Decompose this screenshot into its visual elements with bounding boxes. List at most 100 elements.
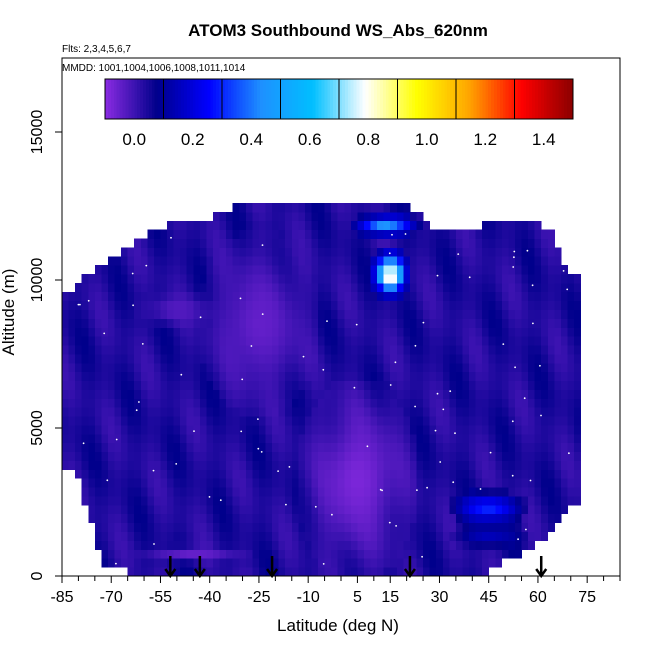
heatmap-cell [442, 549, 450, 559]
heatmap-cell [482, 513, 490, 524]
heatmap-cell [239, 282, 247, 293]
heatmap-cell [363, 531, 371, 541]
heatmap-cell [475, 416, 483, 426]
heatmap-cell [318, 504, 325, 515]
heatmap-cell [94, 389, 102, 399]
heatmap-cell [252, 247, 260, 257]
heatmap-cell [423, 371, 431, 382]
heatmap-cell [344, 487, 352, 497]
heatmap-cell [482, 478, 490, 488]
heatmap-cell [554, 291, 562, 302]
heatmap-cell [88, 318, 96, 328]
heatmap-cell [134, 265, 142, 275]
heatmap-cell [416, 345, 424, 355]
heatmap-cell [186, 247, 194, 257]
heatmap-cell [180, 282, 188, 293]
heatmap-cell [541, 291, 549, 302]
heatmap-cell [324, 425, 332, 435]
heatmap-cell [226, 478, 234, 488]
heatmap-cell [311, 389, 319, 399]
heatmap-cell [285, 238, 293, 248]
sample-dot [468, 276, 471, 279]
heatmap-cell [541, 504, 549, 515]
heatmap-cell [186, 531, 194, 541]
heatmap-cell [337, 318, 345, 328]
heatmap-cell [363, 229, 371, 239]
heatmap-cell [186, 362, 194, 373]
heatmap-cell [455, 256, 463, 266]
heatmap-cell [377, 274, 385, 284]
heatmap-cell [114, 327, 122, 337]
heatmap-cell [265, 469, 273, 479]
heatmap-cell [219, 371, 227, 382]
heatmap-cell [127, 380, 135, 390]
heatmap-cell [252, 345, 260, 355]
heatmap-cell [560, 442, 568, 453]
heatmap-cell [429, 336, 437, 346]
heatmap-cell [186, 407, 194, 417]
heatmap-cell [318, 469, 325, 479]
heatmap-cell [311, 451, 319, 461]
heatmap-cell [396, 504, 404, 515]
heatmap-cell [180, 425, 188, 435]
heatmap-cell [370, 291, 378, 302]
sample-dot [517, 538, 519, 541]
heatmap-cell [547, 522, 555, 532]
heatmap-cell [482, 362, 490, 373]
heatmap-cell [541, 531, 549, 541]
heatmap-cell [285, 371, 293, 382]
heatmap-cell [331, 371, 339, 382]
heatmap-cell [567, 354, 575, 364]
heatmap-cell [455, 460, 463, 470]
heatmap-cell [455, 513, 463, 524]
x-tick-label: 60 [529, 589, 547, 606]
heatmap-cell [265, 274, 273, 284]
heatmap-cell [298, 478, 306, 488]
heatmap-cell [160, 318, 168, 328]
heatmap-cell [226, 407, 234, 417]
heatmap-cell [495, 496, 503, 506]
heatmap-cell [488, 345, 496, 355]
heatmap-cell [534, 513, 542, 524]
heatmap-cell [272, 451, 280, 461]
colorbar-band [207, 79, 211, 119]
heatmap-cell [475, 549, 483, 559]
heatmap-cell [442, 282, 450, 293]
heatmap-cell [416, 291, 424, 302]
heatmap-cell [167, 300, 174, 310]
heatmap-cell [258, 433, 266, 444]
heatmap-cell [199, 229, 207, 239]
heatmap-cell [272, 433, 280, 444]
colorbar-band [432, 79, 436, 119]
heatmap-cell [534, 460, 542, 470]
heatmap-cell [403, 451, 411, 461]
heatmap-cell [409, 354, 417, 364]
heatmap-cell [403, 203, 411, 213]
y-tick-label: 5000 [29, 410, 46, 446]
heatmap-cell [212, 531, 220, 541]
heatmap-cell [147, 416, 155, 426]
heatmap-cell [574, 478, 582, 488]
heatmap-cell [265, 247, 273, 257]
heatmap-cell [258, 496, 266, 506]
heatmap-cell [212, 220, 220, 231]
heatmap-cell [258, 389, 266, 399]
heatmap-cell [62, 327, 69, 337]
heatmap-cell [81, 282, 89, 293]
heatmap-cell [469, 336, 476, 346]
x-tick-label: 75 [578, 589, 596, 606]
heatmap-cell [88, 433, 96, 444]
heatmap-cell [94, 531, 102, 541]
heatmap-cell [81, 478, 89, 488]
heatmap-cell [429, 558, 437, 568]
heatmap-cell [298, 327, 306, 337]
heatmap-cell [140, 291, 148, 302]
heatmap-cell [514, 549, 522, 559]
heatmap-cell [534, 291, 542, 302]
heatmap-cell [107, 300, 115, 310]
heatmap-cell [147, 549, 155, 559]
heatmap-cell [134, 380, 142, 390]
heatmap-cell [153, 274, 161, 284]
heatmap-cell [429, 362, 437, 373]
heatmap-cell [160, 354, 168, 364]
